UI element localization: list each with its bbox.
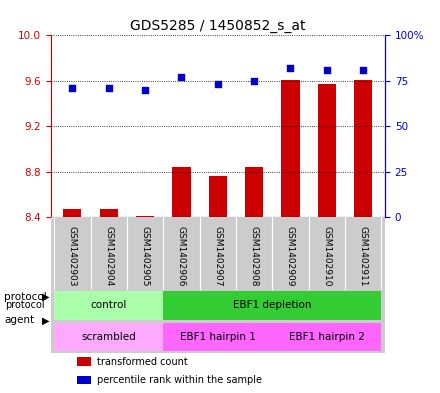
Text: GSM1402911: GSM1402911 [359,226,368,286]
Text: scrambled: scrambled [81,332,136,342]
Text: EBF1 hairpin 2: EBF1 hairpin 2 [289,332,365,342]
Bar [63,209,81,217]
FancyBboxPatch shape [54,291,163,320]
FancyBboxPatch shape [272,323,381,351]
Text: GSM1402903: GSM1402903 [68,226,77,286]
Bar [354,80,372,217]
Point [178,74,185,80]
Text: protocol: protocol [6,301,45,310]
Text: ▶: ▶ [42,292,49,302]
Bar [77,376,91,384]
Bar [282,80,300,217]
Bar [77,358,91,366]
Text: GSM1402904: GSM1402904 [104,226,113,286]
Text: EBF1 depletion: EBF1 depletion [233,301,312,310]
Text: ▶: ▶ [42,315,49,325]
Text: GSM1402908: GSM1402908 [249,226,259,286]
Text: GSM1402909: GSM1402909 [286,226,295,286]
Text: agent: agent [4,315,34,325]
Bar [100,209,118,217]
Text: GSM1402910: GSM1402910 [323,226,331,286]
Bar [245,167,263,217]
Point [287,65,294,71]
Point [323,67,330,73]
Point [251,78,258,84]
FancyBboxPatch shape [163,323,272,351]
Text: GSM1402907: GSM1402907 [213,226,222,286]
Text: transformed count: transformed count [97,357,188,367]
Title: GDS5285 / 1450852_s_at: GDS5285 / 1450852_s_at [130,19,305,33]
Text: GSM1402905: GSM1402905 [141,226,150,286]
Bar [209,176,227,217]
Point [105,85,112,91]
Point [69,85,76,91]
FancyBboxPatch shape [54,323,163,351]
Point [359,67,367,73]
Bar [318,84,336,217]
FancyBboxPatch shape [163,291,381,320]
Bar [172,167,191,217]
Text: protocol: protocol [4,292,47,302]
Text: GSM1402906: GSM1402906 [177,226,186,286]
Text: EBF1 hairpin 1: EBF1 hairpin 1 [180,332,256,342]
Point [142,87,149,93]
Bar [136,216,154,217]
Text: percentile rank within the sample: percentile rank within the sample [97,375,262,385]
Point [214,81,221,88]
Text: control: control [91,301,127,310]
